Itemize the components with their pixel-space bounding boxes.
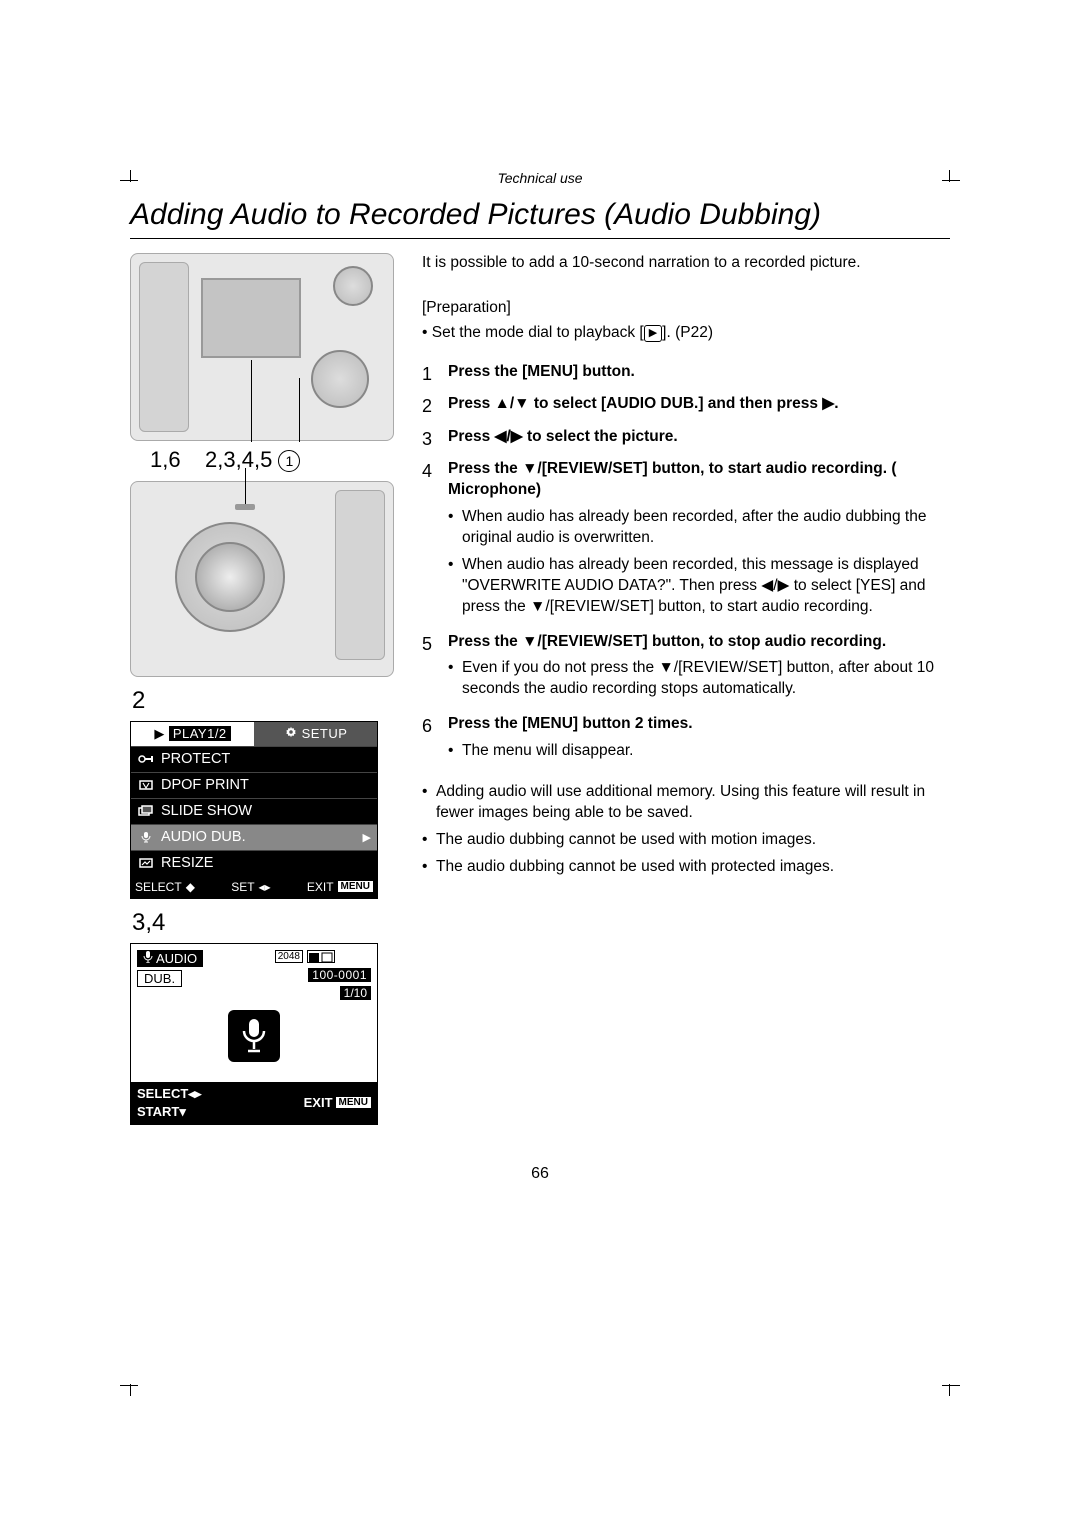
crop-mark [120,170,160,210]
callout-left: 1,6 [150,447,181,472]
microphone-icon-large [228,1010,280,1062]
step-text: Press ◀/▶ to select the picture. [448,428,678,445]
step-number: 1 [422,362,448,386]
step-number: 5 [422,632,448,707]
notes-list: Adding audio will use additional memory.… [422,782,950,878]
resolution-badge: 2048 [275,950,303,963]
exit-label: EXIT [304,1095,333,1110]
menu-item-icon [137,751,155,767]
step-text: Press the ▼/[REVIEW/SET] button, to star… [448,460,897,498]
menu-item-protect: PROTECT [131,746,377,772]
play-icon: ▶ [154,726,165,742]
crop-mark [120,1356,160,1396]
figures-column: 1,6 2,3,4,5 1 2 ▶ PLAY1/2 [130,253,394,1125]
menu-badge-icon: MENU [336,1097,371,1108]
select-label: SELECT [137,1086,188,1101]
menu-item-dpof-print: DPOF PRINT [131,772,377,798]
step-4: 4 Press the ▼/[REVIEW/SET] button, to st… [422,459,950,623]
menu-item-audio-dub-: AUDIO DUB.▶ [131,824,377,850]
start-label: START [137,1104,179,1119]
page: Technical use Adding Audio to Recorded P… [0,0,1080,1223]
menu-badge-icon: MENU [338,881,373,892]
figure-2-label: 2 [132,687,394,715]
playback-menu: ▶ PLAY1/2 SETUP PROTECT DPOF PRINT [130,721,378,899]
menu-item-resize: RESIZE [131,850,377,876]
menu-item-icon [137,829,155,845]
section-label: Technical use [130,170,950,186]
frame-counter: 1/10 [340,986,371,1000]
file-number: 100-0001 [308,968,371,982]
callout-circle: 1 [278,450,300,472]
step-number: 6 [422,714,448,768]
dub-label: DUB. [137,970,182,987]
preparation-heading: [Preparation] [422,298,950,319]
step-text: Press the [MENU] button 2 times. [448,715,693,732]
step-bullet: The menu will disappear. [448,741,950,762]
step-6: 6 Press the [MENU] button 2 times. The me… [422,714,950,768]
camera-front-illustration [130,481,394,677]
step-text: Press the [MENU] button. [448,363,635,380]
step-2: 2 Press ▲/▼ to select [AUDIO DUB.] and t… [422,394,950,418]
step-5: 5 Press the ▼/[REVIEW/SET] button, to st… [422,632,950,707]
note-item: The audio dubbing cannot be used with mo… [422,830,950,851]
menu-item-icon [137,855,155,871]
step-bullet: When audio has already been recorded, af… [448,507,950,549]
crop-mark [920,1356,960,1396]
menu-tab-play: ▶ PLAY1/2 [131,722,254,746]
menu-item-icon [137,803,155,819]
step-number: 4 [422,459,448,623]
preparation-bullet: • Set the mode dial to playback [▶]. (P2… [422,323,950,344]
instructions-column: It is possible to add a 10-second narrat… [422,253,950,1125]
menu-item-slide-show: SLIDE SHOW [131,798,377,824]
note-item: Adding audio will use additional memory.… [422,782,950,824]
note-item: The audio dubbing cannot be used with pr… [422,857,950,878]
audio-label: AUDIO [137,950,203,967]
figure-34-label: 3,4 [132,909,394,937]
steps-list: 1 Press the [MENU] button. 2 Press ▲/▼ t… [422,362,950,768]
playback-icon: ▶ [644,325,662,342]
menu-tab-setup: SETUP [254,722,377,746]
step-number: 3 [422,427,448,451]
step-3: 3 Press ◀/▶ to select the picture. [422,427,950,451]
page-title: Adding Audio to Recorded Pictures (Audio… [130,196,950,239]
step-number: 2 [422,394,448,418]
callout-labels: 1,6 2,3,4,5 1 [150,447,394,473]
step-1: 1 Press the [MENU] button. [422,362,950,386]
menu-footer: SELECT◆ SET◂▸ EXIT MENU [131,876,377,898]
camera-back-illustration [130,253,394,441]
step-text: Press the ▼/[REVIEW/SET] button, to stop… [448,633,886,650]
intro-text: It is possible to add a 10-second narrat… [422,253,950,274]
step-bullet: Even if you do not press the ▼/[REVIEW/S… [448,658,950,700]
menu-item-icon [137,777,155,793]
page-number: 66 [130,1165,950,1183]
quality-badge [307,950,335,963]
microphone-icon [143,951,153,966]
callout-right: 2,3,4,5 [205,447,272,472]
step-bullet: When audio has already been recorded, th… [448,555,950,618]
setup-icon [284,725,298,742]
audio-dub-screen: AUDIO DUB. 2048 100-0001 1/10 SELECT◂▸ S… [130,943,378,1125]
crop-mark [920,170,960,210]
step-text: Press ▲/▼ to select [AUDIO DUB.] and the… [448,395,839,412]
